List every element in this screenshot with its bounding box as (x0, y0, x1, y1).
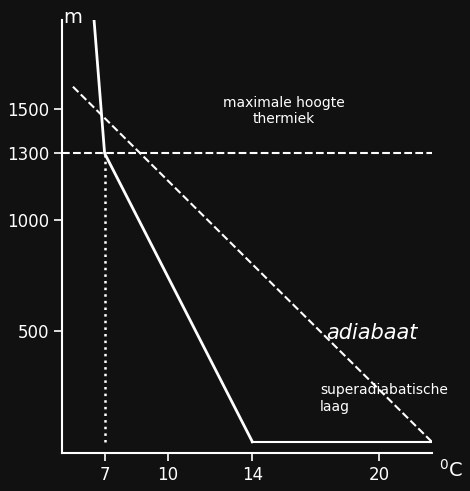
Text: superadiabatische
laag: superadiabatische laag (320, 383, 448, 413)
Text: $^0$C: $^0$C (439, 459, 463, 481)
Text: adiabaat: adiabaat (326, 323, 418, 343)
Text: maximale hoogte
thermiek: maximale hoogte thermiek (223, 96, 345, 126)
Text: m: m (63, 8, 82, 27)
